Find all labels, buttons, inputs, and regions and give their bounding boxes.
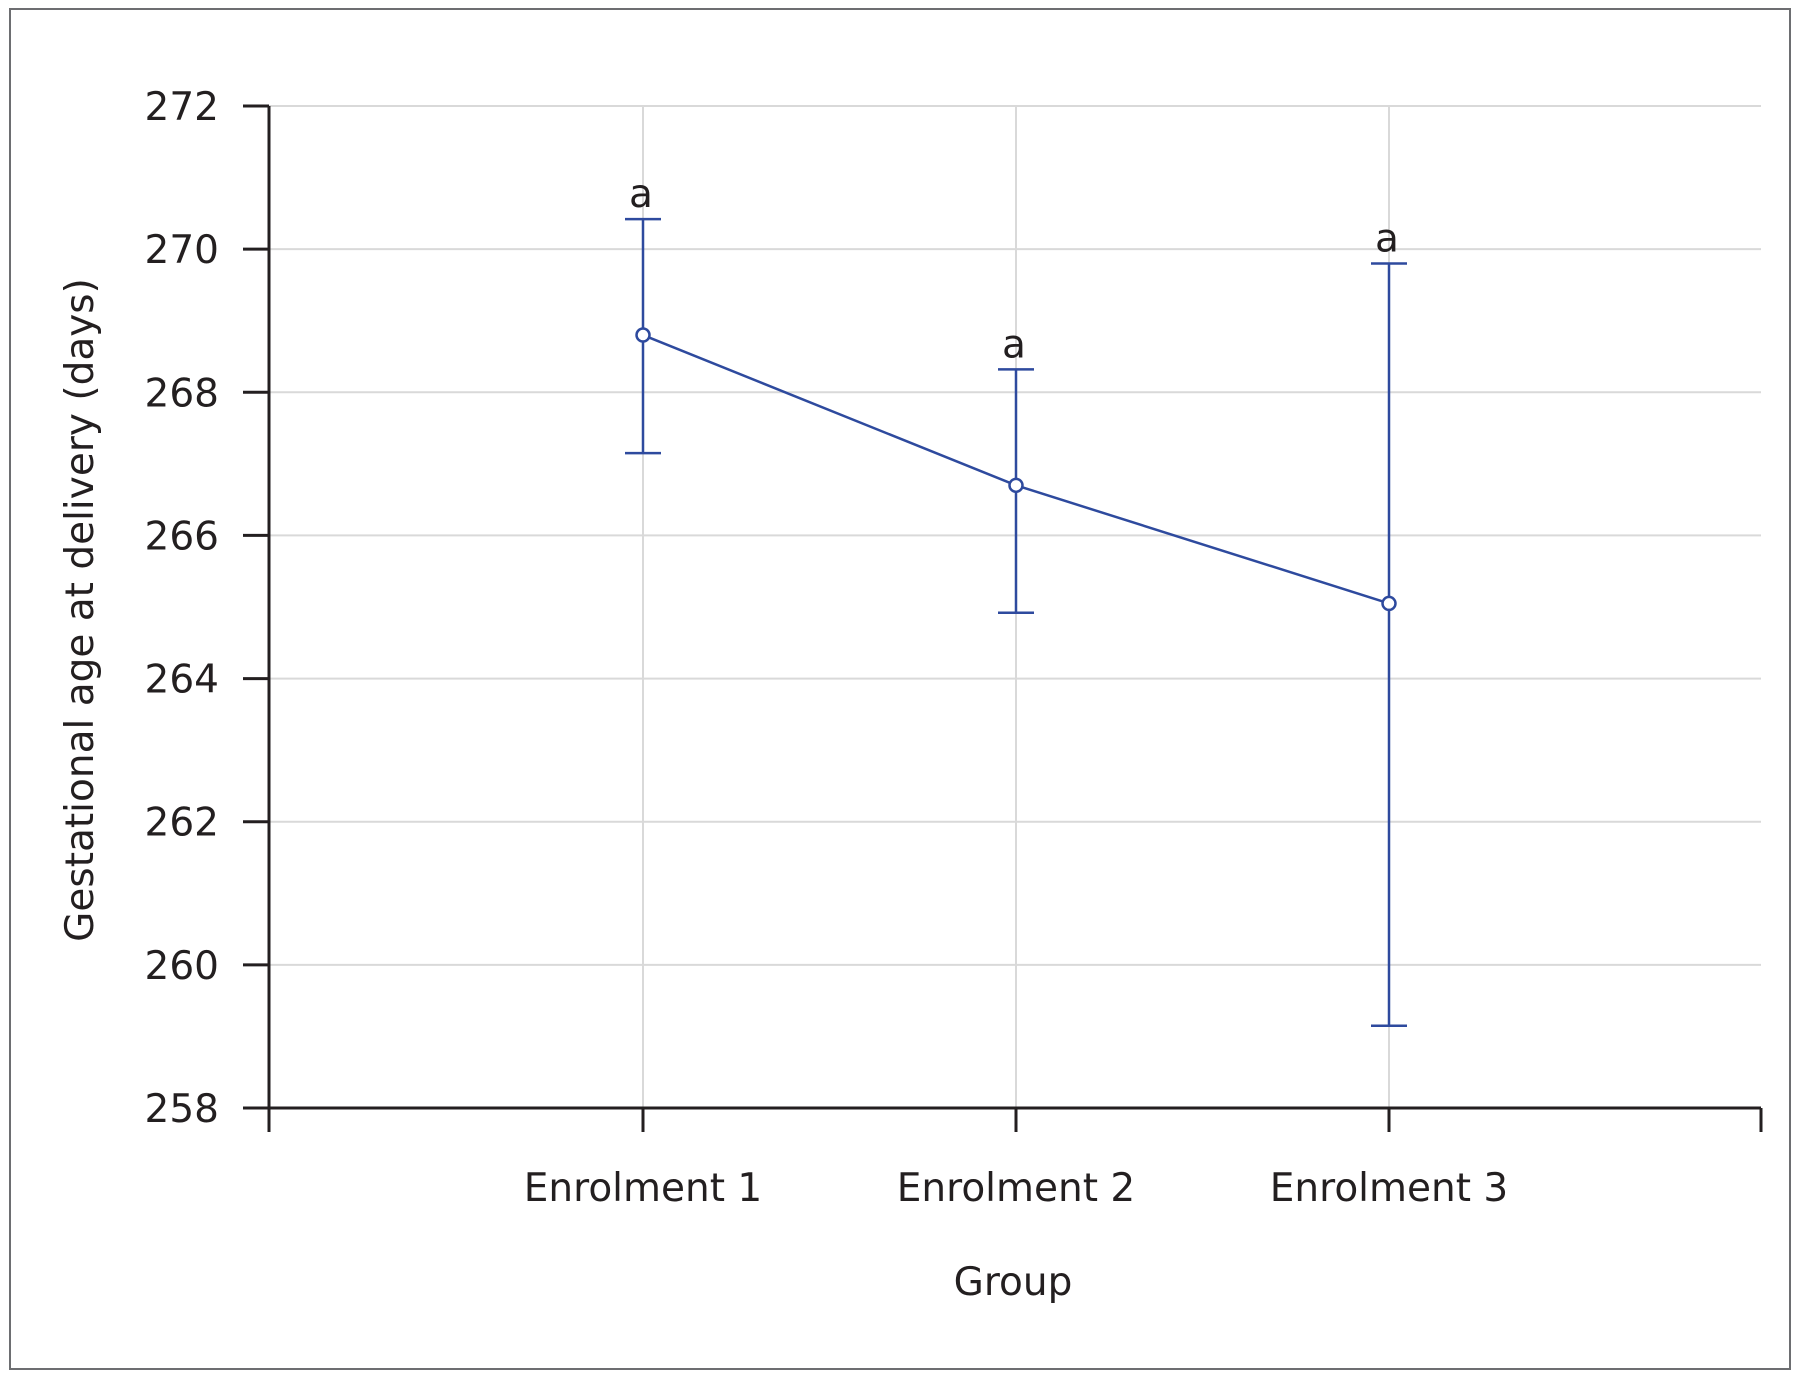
labels-layer: Gestational age at delivery (days) Group bbox=[58, 278, 1072, 1305]
x-axis-label: Group bbox=[954, 1260, 1073, 1305]
x-tick-label: Enrolment 2 bbox=[897, 1166, 1135, 1211]
y-tick-label: 270 bbox=[145, 228, 219, 273]
significance-label: a bbox=[1375, 216, 1399, 261]
y-axis-label: Gestational age at delivery (days) bbox=[58, 278, 103, 942]
y-tick-label: 258 bbox=[145, 1087, 219, 1132]
data-point bbox=[1381, 595, 1397, 612]
figure-border bbox=[9, 8, 1791, 1370]
data-point bbox=[1008, 477, 1024, 494]
significance-label: a bbox=[629, 172, 653, 217]
data-point bbox=[635, 327, 651, 343]
y-tick-label: 272 bbox=[145, 85, 219, 130]
significance-label: a bbox=[1002, 322, 1026, 367]
axes-layer: 258 260 262 264 266 268 270 272 Enrolment 1 Enrol… bbox=[145, 85, 1763, 1211]
y-tick-label: 262 bbox=[145, 801, 219, 846]
x-tick-label: Enrolment 3 bbox=[1270, 1166, 1508, 1211]
y-tick-label: 260 bbox=[145, 944, 219, 989]
y-tick-label: 268 bbox=[145, 371, 219, 416]
y-tick-label: 266 bbox=[145, 514, 219, 559]
y-tick-label: 264 bbox=[145, 658, 219, 703]
series-layer: a a a bbox=[625, 172, 1407, 1027]
x-tick-label: Enrolment 1 bbox=[524, 1166, 762, 1211]
